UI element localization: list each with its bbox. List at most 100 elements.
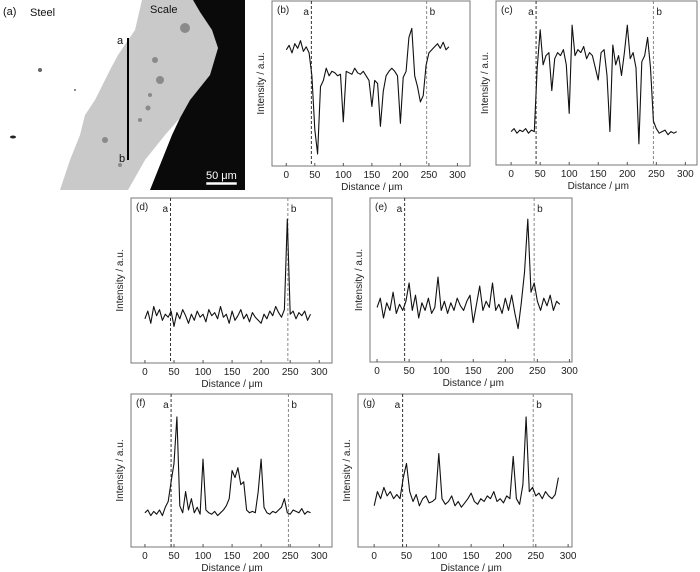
x-tick-label: 50: [535, 169, 547, 180]
chart-g: a b 0 50 100 150 200 250 300 (g) Distance / μm Inte…: [342, 393, 577, 572]
x-tick-label: 200: [497, 366, 514, 377]
x-tick-label: 150: [364, 170, 381, 181]
chart-f: a b 0 50 100 150 200 250 300 (f) Distance / μm Inte…: [115, 393, 333, 572]
x-tick-label: 150: [224, 551, 241, 562]
x-tick-label: 200: [253, 551, 270, 562]
x-tick-label: 0: [142, 367, 148, 378]
x-tick-label: 0: [142, 551, 148, 562]
marker-label-a: a: [397, 204, 403, 215]
y-axis-label: Intensity / a.u.: [115, 249, 126, 311]
x-tick-label: 250: [648, 169, 665, 180]
marker-label-a: a: [163, 400, 169, 411]
marker-label-b: b: [537, 204, 543, 215]
x-tick-label: 200: [392, 170, 409, 181]
y-axis-label: Intensity / a.u.: [480, 52, 491, 114]
marker-label-a: a: [163, 204, 169, 215]
x-tick-label: 200: [253, 367, 270, 378]
plot-frame: [369, 197, 573, 363]
panel-label: (g): [363, 398, 375, 409]
x-axis-label: Distance / μm: [440, 563, 501, 572]
plot-frame: [271, 0, 471, 167]
marker-label-b: b: [536, 400, 542, 411]
steel-label: Steel: [30, 7, 55, 19]
x-tick-label: 250: [527, 551, 544, 562]
y-axis-label: Intensity / a.u.: [256, 52, 267, 114]
scale-region: [60, 0, 218, 190]
marker-label-a: a: [528, 7, 534, 18]
chart-e: a b 0 50 100 150 200 250 300 (e) Distance / μm Inte…: [354, 197, 578, 389]
panel-label-a: (a): [3, 6, 16, 18]
chart-b: a b 0 50 100 150 200 250 300 (b) Distance / μm Inte…: [256, 0, 471, 193]
x-axis-label: Distance / μm: [201, 563, 262, 572]
x-tick-label: 50: [401, 551, 413, 562]
scale-inclusions: [102, 23, 190, 167]
resin-region: [150, 0, 245, 190]
x-tick-label: 100: [430, 551, 447, 562]
y-axis-label: Intensity / a.u.: [342, 439, 353, 501]
x-tick-label: 50: [168, 551, 180, 562]
y-axis-label: Intensity / a.u.: [354, 249, 365, 311]
marker-label-b: b: [291, 204, 297, 215]
x-tick-label: 200: [619, 169, 636, 180]
intensity-line: [376, 218, 561, 330]
x-tick-label: 150: [465, 366, 482, 377]
x-tick-label: 300: [311, 367, 328, 378]
x-tick-label: 250: [282, 367, 299, 378]
panel-label: (d): [136, 202, 148, 213]
x-tick-label: 100: [195, 367, 212, 378]
x-tick-label: 300: [449, 170, 466, 181]
intensity-line: [144, 416, 311, 517]
x-tick-label: 250: [282, 551, 299, 562]
plot-frame: [495, 0, 698, 166]
x-tick-label: 150: [590, 169, 607, 180]
x-axis-label: Distance / μm: [201, 379, 262, 390]
x-tick-label: 0: [374, 366, 380, 377]
x-tick-label: 50: [309, 170, 321, 181]
chart-c: a b 0 50 100 150 200 250 300 (c) Distance / μm Inte…: [480, 0, 698, 192]
x-tick-label: 150: [463, 551, 480, 562]
x-tick-label: 250: [529, 366, 546, 377]
marker-label-b: b: [291, 400, 297, 411]
scale-label: Scale: [150, 4, 178, 16]
panel-label: (f): [136, 398, 145, 409]
x-tick-label: 250: [421, 170, 438, 181]
x-tick-label: 50: [168, 367, 180, 378]
intensity-line: [373, 416, 559, 508]
intensity-line: [510, 24, 677, 145]
marker-label-b: b: [656, 7, 662, 18]
panel-label: (c): [501, 5, 513, 16]
x-axis-label: Distance / μm: [443, 378, 504, 389]
x-tick-label: 300: [311, 551, 328, 562]
intensity-line: [285, 27, 450, 155]
x-axis-label: Distance / μm: [341, 182, 402, 193]
marker-label-b: b: [430, 7, 436, 18]
x-tick-label: 0: [508, 169, 514, 180]
x-tick-label: 150: [224, 367, 241, 378]
x-tick-label: 300: [560, 551, 577, 562]
x-tick-label: 300: [561, 366, 578, 377]
x-tick-label: 100: [433, 366, 450, 377]
steel-specks: [10, 68, 76, 139]
chart-d: a b 0 50 100 150 200 250 300 (d) Distance / μm Inte…: [115, 197, 333, 390]
intensity-line: [144, 218, 311, 327]
marker-label-a: a: [395, 400, 401, 411]
x-axis-label: Distance / μm: [568, 181, 629, 192]
x-tick-label: 100: [561, 169, 578, 180]
x-tick-label: 200: [495, 551, 512, 562]
x-tick-label: 100: [195, 551, 212, 562]
plot-frame: [130, 393, 333, 548]
scale-bar: [205, 181, 238, 186]
x-tick-label: 0: [371, 551, 377, 562]
panel-label: (b): [277, 5, 289, 16]
x-tick-label: 50: [404, 366, 416, 377]
sem-micrograph: (a) Steel Scale a b 50 μm: [0, 0, 245, 190]
y-axis-label: Intensity / a.u.: [115, 439, 126, 501]
x-tick-label: 100: [335, 170, 352, 181]
line-end-label: b: [119, 153, 125, 165]
x-tick-label: 300: [677, 169, 694, 180]
plot-frame: [130, 197, 333, 364]
plot-frame: [357, 393, 573, 548]
marker-label-a: a: [303, 7, 309, 18]
panel-label: (e): [375, 202, 387, 213]
x-tick-label: 0: [283, 170, 289, 181]
